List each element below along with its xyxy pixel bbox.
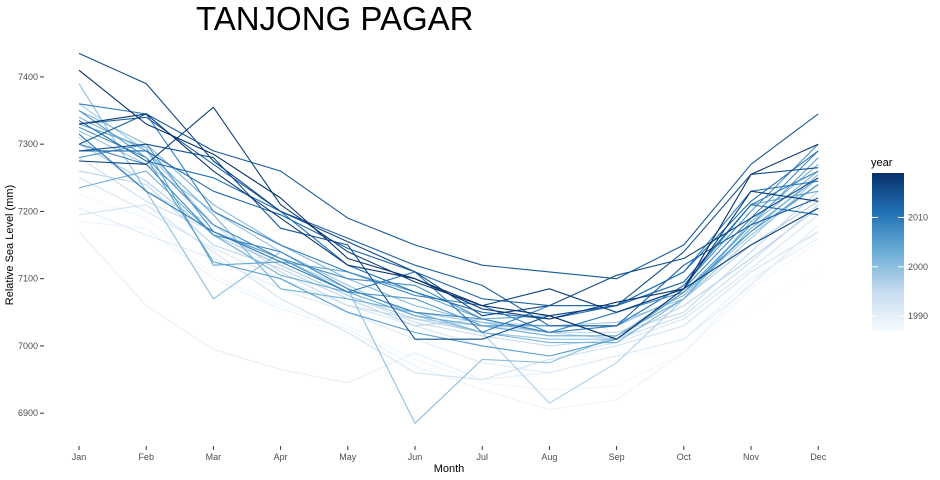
x-tick-label: Jul [476, 452, 488, 462]
chart-title: TANJONG PAGAR [196, 0, 473, 37]
y-tick-label: 7400 [18, 72, 38, 82]
x-tick-label: Sep [609, 452, 625, 462]
x-tick-label: Apr [274, 452, 288, 462]
legend-tick-label: 1990 [908, 311, 928, 321]
x-tick-label: May [339, 452, 357, 462]
series-line-2015 [79, 144, 818, 339]
x-tick-label: Jun [408, 452, 423, 462]
x-tick-label: Oct [677, 452, 692, 462]
y-tick-label: 7100 [18, 274, 38, 284]
series-line-2016 [79, 53, 818, 315]
legend-colorbar [872, 173, 904, 331]
series-layer [79, 53, 818, 423]
x-tick-label: Aug [541, 452, 557, 462]
y-tick-label: 7000 [18, 341, 38, 351]
legend: year 1990 2000 2010 [871, 157, 928, 331]
y-axis-title: Relative Sea Level (mm) [4, 185, 16, 305]
y-axis: 6900 7000 7100 7200 7300 7400 [18, 72, 44, 418]
series-line-2003 [79, 171, 818, 336]
x-axis: Jan Feb Mar Apr May Jun Jul Aug Sep Oct Nov Dec [72, 446, 827, 462]
x-tick-label: Jan [72, 452, 87, 462]
y-tick-label: 7200 [18, 206, 38, 216]
x-tick-label: Dec [810, 452, 827, 462]
legend-title: year [871, 157, 893, 169]
x-tick-label: Mar [206, 452, 222, 462]
legend-tick-label: 2010 [908, 212, 928, 222]
x-tick-label: Feb [138, 452, 154, 462]
x-axis-title: Month [434, 463, 465, 475]
legend-tick-label: 2000 [908, 262, 928, 272]
x-tick-label: Nov [743, 452, 760, 462]
y-tick-label: 7300 [18, 139, 38, 149]
series-line-2012 [79, 151, 818, 306]
y-tick-label: 6900 [18, 408, 38, 418]
series-line-2019 [79, 70, 818, 339]
